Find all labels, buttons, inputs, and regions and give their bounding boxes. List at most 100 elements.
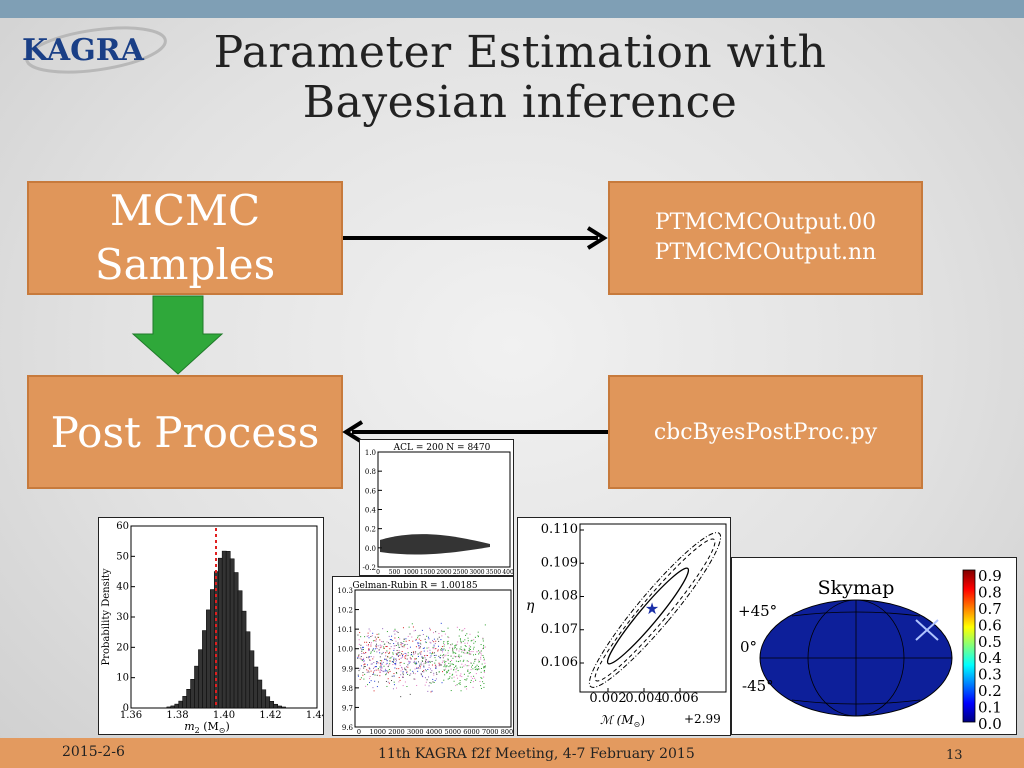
gr-sample-point [369, 681, 371, 683]
gr-sample-point [483, 658, 485, 660]
gr-sample-point [388, 652, 390, 654]
gr-sample-point [423, 655, 425, 657]
gr-sample-point [427, 650, 429, 652]
gr-sample-point [420, 672, 422, 674]
gr-sample-point [434, 643, 436, 645]
gr-sample-point [392, 661, 394, 663]
gr-sample-point [414, 662, 416, 664]
gr-sample-point [391, 656, 393, 658]
gr-sample-point [469, 648, 471, 650]
gr-sample-point [459, 629, 461, 631]
gr-sample-point [386, 646, 388, 648]
histogram-xlabel: m2 (M⊙) [184, 720, 230, 734]
gr-sample-point [421, 656, 423, 658]
gr-sample-point [388, 664, 390, 666]
gr-sample-point [422, 657, 424, 659]
gr-sample-point [456, 667, 458, 669]
gr-sample-point [429, 661, 431, 663]
gr-sample-point [468, 649, 470, 651]
gr-sample-point [428, 647, 430, 649]
gr-sample-point [374, 636, 376, 638]
gr-sample-point [370, 643, 372, 645]
gr-sample-point [443, 654, 445, 656]
gr-sample-point [442, 649, 444, 651]
gr-sample-point [357, 657, 359, 659]
gr-sample-point [462, 629, 464, 631]
gr-sample-point [466, 688, 468, 690]
gr-sample-point [412, 640, 414, 642]
gr-sample-point [409, 633, 411, 635]
colorbar-tick: 0.8 [978, 583, 1002, 601]
gr-sample-point [471, 666, 473, 668]
gr-sample-point [370, 651, 372, 653]
gr-sample-point [368, 644, 370, 646]
gr-sample-point [465, 634, 467, 636]
gr-sample-point [465, 685, 467, 687]
gr-sample-point [458, 657, 460, 659]
gr-sample-point [376, 661, 378, 663]
gr-sample-point [381, 663, 383, 665]
histogram-bar [198, 649, 203, 709]
gr-sample-point [474, 668, 476, 670]
gr-sample-point [397, 643, 399, 645]
hist-ytick: 50 [116, 551, 129, 562]
gr-sample-point [421, 675, 423, 677]
gr-sample-point [480, 668, 482, 670]
gr-sample-point [385, 655, 387, 657]
gr-sample-point [404, 669, 406, 671]
gr-sample-point [424, 638, 426, 640]
acl-trace-chart: ACL = 200 N = 8470 1.0 0.8 0.6 0.4 0.2 0.0 -0.… [363, 443, 518, 576]
contour-middle [594, 538, 716, 682]
gr-sample-point [391, 675, 393, 677]
gr-sample-point [383, 665, 385, 667]
gr-sample-point [410, 673, 412, 675]
gr-sample-point [368, 637, 370, 639]
gr-sample-point [406, 658, 408, 660]
gr-sample-point [438, 664, 440, 666]
colorbar-tick: 0.6 [978, 616, 1002, 634]
skymap-title: Skymap [818, 577, 895, 599]
gr-sample-point [478, 668, 480, 670]
gr-sample-point [478, 661, 480, 663]
gr-sample-point [372, 673, 374, 675]
gr-sample-point [396, 668, 398, 670]
gr-sample-point [428, 667, 430, 669]
gr-sample-point [432, 648, 434, 650]
gr-sample-point [434, 662, 436, 664]
gr-sample-point [443, 669, 445, 671]
gr-sample-point [413, 651, 415, 653]
gr-sample-point [369, 630, 371, 632]
gr-sample-point [454, 647, 456, 649]
gr-sample-point [374, 680, 376, 682]
gr-sample-point [415, 663, 417, 665]
gr-sample-point [409, 669, 411, 671]
gr-sample-point [393, 630, 395, 632]
gr-sample-point [443, 660, 445, 662]
gr-sample-point [478, 668, 480, 670]
gr-sample-point [391, 680, 393, 682]
gr-sample-point [357, 675, 359, 677]
gr-xtick: 5000 [444, 728, 461, 735]
gr-sample-point [432, 681, 434, 683]
gr-sample-point [449, 665, 451, 667]
gr-sample-point [438, 662, 440, 664]
gr-sample-point [383, 671, 385, 673]
gr-sample-point [466, 651, 468, 653]
gr-sample-point [357, 674, 359, 676]
gr-sample-point [471, 664, 473, 666]
gr-sample-point [443, 642, 445, 644]
gr-sample-point [364, 641, 366, 643]
hist-xtick: 1.44 [306, 710, 323, 721]
gr-sample-point [379, 656, 381, 658]
gr-sample-point [442, 655, 444, 657]
gr-sample-point [377, 662, 379, 664]
gr-sample-point [456, 643, 458, 645]
gr-sample-point [417, 655, 419, 657]
gr-sample-point [446, 641, 448, 643]
gr-sample-point [398, 658, 400, 660]
gr-sample-point [420, 639, 422, 641]
gr-sample-point [397, 642, 399, 644]
gr-sample-point [417, 643, 419, 645]
gr-sample-point [375, 645, 377, 647]
gr-sample-point [375, 640, 377, 642]
